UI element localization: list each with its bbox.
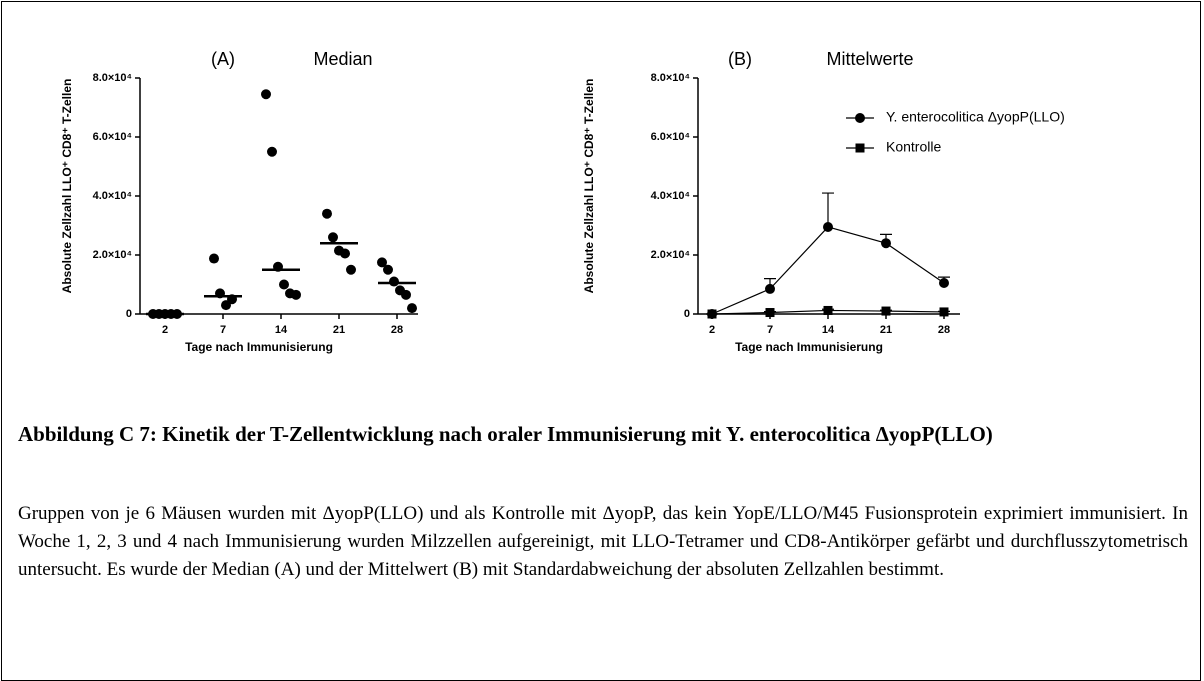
y-tick-label: 0 (126, 308, 132, 320)
x-axis-label: Tage nach Immunisierung (185, 340, 333, 354)
data-point (389, 276, 399, 287)
data-point (346, 264, 356, 275)
data-point (328, 232, 338, 243)
legend-marker (855, 143, 865, 153)
chart-title: Median (313, 49, 372, 69)
y-tick-label: 2.0×10⁴ (651, 249, 690, 261)
data-point (823, 221, 833, 232)
data-point (765, 283, 775, 294)
y-tick-label: 2.0×10⁴ (93, 249, 132, 261)
x-tick-label: 7 (220, 324, 226, 336)
y-axis-label: Absolute Zellzahl LLO⁺ CD8⁺ T-Zellen (582, 79, 596, 294)
y-tick-label: 4.0×10⁴ (651, 190, 690, 202)
legend-label: Y. enterocolitica ΔyopP(LLO) (886, 109, 1065, 125)
y-tick-label: 0 (684, 308, 690, 320)
data-point (401, 289, 411, 300)
x-tick-label: 14 (275, 324, 288, 336)
data-point (407, 303, 417, 314)
panel-label: (B) (728, 49, 752, 69)
data-point (322, 208, 332, 219)
x-tick-label: 7 (767, 324, 773, 336)
x-tick-label: 21 (333, 324, 345, 336)
error-bar (822, 192, 834, 227)
x-axis-label: Tage nach Immunisierung (735, 340, 883, 354)
y-tick-label: 6.0×10⁴ (651, 131, 690, 143)
legend-label: Kontrolle (886, 139, 941, 155)
legend-marker (855, 113, 865, 123)
data-point (881, 238, 891, 249)
data-point (261, 89, 271, 100)
y-tick-label: 6.0×10⁴ (93, 131, 132, 143)
x-tick-label: 2 (162, 324, 168, 336)
data-point (377, 257, 387, 268)
panel-label: (A) (211, 49, 235, 69)
y-axis-label: Absolute Zellzahl LLO⁺ CD8⁺ T-Zellen (60, 79, 74, 294)
data-point (939, 307, 949, 317)
x-tick-label: 14 (822, 324, 835, 336)
data-point (707, 309, 717, 319)
data-point (267, 146, 277, 157)
data-point (939, 278, 949, 289)
data-point (209, 253, 219, 264)
y-tick-label: 8.0×10⁴ (93, 72, 132, 84)
caption-title: Abbildung C 7: Kinetik der T-Zellentwick… (18, 422, 993, 446)
chart-title: Mittelwerte (826, 49, 913, 69)
data-point (340, 248, 350, 259)
data-point (279, 279, 289, 290)
data-point (881, 306, 891, 316)
x-tick-label: 28 (391, 324, 403, 336)
x-tick-label: 2 (709, 324, 715, 336)
data-point (291, 289, 301, 300)
x-tick-label: 21 (880, 324, 892, 336)
data-point (765, 308, 775, 318)
charts: (A) Median Absolute Zellzahl LLO⁺ CD8⁺ T-Z… (60, 49, 1065, 354)
x-tick-label: 28 (938, 324, 950, 336)
y-tick-label: 4.0×10⁴ (93, 190, 132, 202)
y-tick-label: 8.0×10⁴ (651, 72, 690, 84)
caption-body: Gruppen von je 6 Mäusen wurden mit ΔyopP… (18, 503, 1188, 580)
data-point (383, 264, 393, 275)
data-point (823, 305, 833, 315)
series-line (711, 226, 945, 315)
